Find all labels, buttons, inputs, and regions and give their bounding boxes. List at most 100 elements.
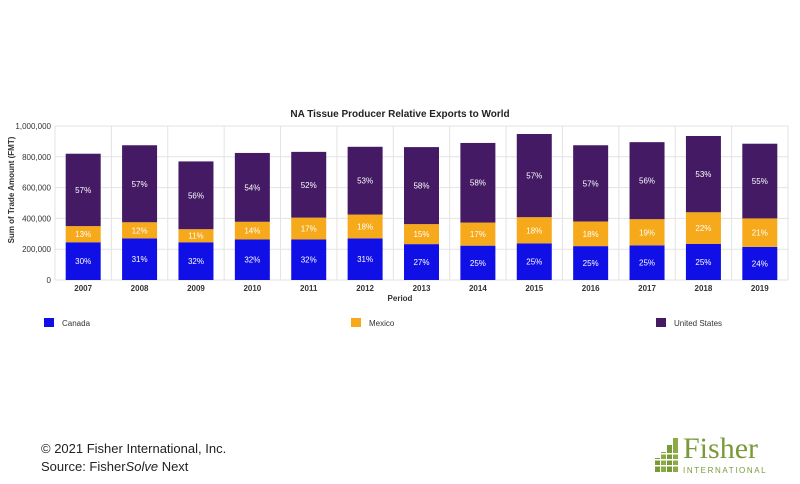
data-label: 58% [413, 182, 429, 191]
data-label: 30% [75, 257, 91, 266]
logo-wordmark: Fisher [683, 432, 758, 465]
x-tick-label: 2016 [582, 284, 600, 293]
x-tick-label: 2018 [695, 284, 713, 293]
data-label: 32% [188, 257, 204, 266]
data-label: 12% [132, 226, 148, 235]
bar-segment [347, 214, 383, 239]
data-label: 31% [357, 255, 373, 264]
data-label: 17% [301, 225, 317, 234]
legend-label: Canada [62, 319, 91, 328]
source-italic: Solve [125, 459, 159, 474]
bars: 30% 13% 57% 31% 12% 57% 32% 11% 56% 32% 14% 54% 32% 1… [65, 134, 778, 280]
data-label: 54% [244, 183, 260, 192]
data-label: 18% [526, 226, 542, 235]
x-ticks: 2007 2008 2009 2010 2011 2012 2013 2014 2015 2016… [74, 284, 769, 293]
data-label: 25% [526, 258, 542, 267]
bar-segment [629, 219, 665, 246]
bar-segment [65, 226, 101, 243]
data-label: 14% [244, 227, 260, 236]
x-tick-label: 2007 [74, 284, 92, 293]
bar-segment [178, 161, 214, 230]
logo-subtitle: INTERNATIONAL [683, 466, 768, 475]
data-label: 25% [470, 259, 486, 268]
data-label: 57% [75, 186, 91, 195]
x-tick-label: 2010 [243, 284, 261, 293]
y-tick-label: 800,000 [22, 153, 51, 162]
y-tick-label: 0 [47, 276, 52, 285]
data-label: 57% [132, 180, 148, 189]
data-label: 53% [357, 177, 373, 186]
bar-segment [234, 221, 270, 240]
data-label: 22% [695, 224, 711, 233]
data-label: 24% [752, 259, 768, 268]
data-label: 55% [752, 177, 768, 186]
data-label: 25% [583, 259, 599, 268]
source-prefix: Source: Fisher [41, 459, 126, 474]
data-label: 57% [526, 172, 542, 181]
data-label: 18% [583, 230, 599, 239]
bar-segment [460, 245, 496, 280]
y-axis-label: Sum of Trade Amount (FMT) [7, 136, 16, 243]
data-label: 21% [752, 229, 768, 238]
bar-segment [291, 151, 327, 218]
x-tick-label: 2014 [469, 284, 487, 293]
bar-segment [347, 146, 383, 215]
legend-swatch [656, 318, 666, 327]
data-label: 57% [583, 179, 599, 188]
y-tick-label: 600,000 [22, 184, 51, 193]
data-label: 56% [188, 191, 204, 200]
data-label: 58% [470, 179, 486, 188]
bar-segment [291, 217, 327, 240]
y-ticks: 0 200,000 400,000 600,000 800,000 1,000,000 [15, 122, 51, 285]
fisher-logo: Fisher INTERNATIONAL [655, 432, 785, 476]
x-tick-label: 2008 [131, 284, 149, 293]
legend-label: United States [674, 319, 722, 328]
bar-segment [122, 238, 158, 280]
bar-segment [573, 246, 609, 280]
x-tick-label: 2011 [300, 284, 318, 293]
stacked-bar-chart: NA Tissue Producer Relative Exports to W… [7, 109, 789, 328]
y-tick-label: 1,000,000 [15, 122, 51, 131]
data-label: 53% [695, 170, 711, 179]
bar-segment [404, 224, 439, 245]
bar-segment [685, 212, 721, 244]
data-label: 52% [301, 181, 317, 190]
bar-segment [742, 143, 778, 219]
logo-bars-icon [655, 438, 678, 472]
x-tick-label: 2012 [356, 284, 374, 293]
data-label: 13% [75, 230, 91, 239]
y-tick-label: 200,000 [22, 245, 51, 254]
x-tick-label: 2013 [413, 284, 431, 293]
data-label: 19% [639, 228, 655, 237]
bar-segment [178, 229, 214, 243]
data-label: 15% [413, 230, 429, 239]
data-label: 32% [244, 256, 260, 265]
data-label: 27% [413, 258, 429, 267]
copyright-text: © 2021 Fisher International, Inc. [41, 441, 227, 456]
bar-segment [573, 145, 609, 222]
bar-segment [573, 221, 609, 247]
bar-segment [629, 142, 665, 220]
bar-segment [122, 222, 158, 239]
data-label: 56% [639, 177, 655, 186]
bar-segment [629, 245, 665, 280]
data-label: 17% [470, 230, 486, 239]
x-tick-label: 2019 [751, 284, 769, 293]
bar-segment [347, 238, 383, 280]
x-tick-label: 2015 [525, 284, 543, 293]
bar-segment [685, 243, 721, 280]
bar-segment [516, 243, 552, 280]
bar-segment [516, 217, 552, 244]
x-axis-label: Period [388, 294, 413, 303]
legend-swatch [44, 318, 54, 327]
legend-label: Mexico [369, 319, 395, 328]
data-label: 25% [695, 258, 711, 267]
bar-segment [122, 145, 158, 223]
bar-segment [460, 222, 496, 246]
data-label: 11% [188, 232, 203, 241]
bar-segment [404, 147, 439, 225]
data-label: 31% [132, 255, 148, 264]
bar-segment [65, 242, 101, 280]
data-label: 32% [301, 256, 317, 265]
chart-title: NA Tissue Producer Relative Exports to W… [290, 109, 509, 120]
